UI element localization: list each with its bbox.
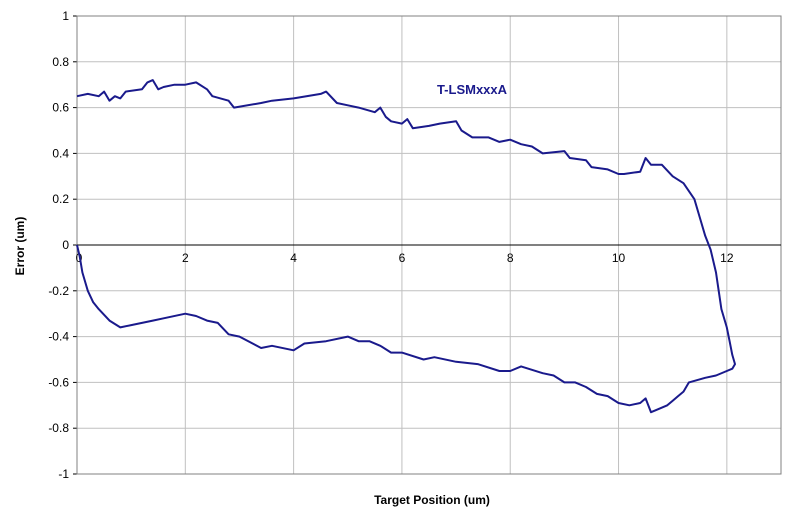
y-tick-label: -0.6: [48, 375, 69, 389]
series-annotation: T-LSMxxxA: [437, 82, 508, 97]
series-lines: [76, 79, 736, 414]
y-tick-label: 0: [62, 238, 69, 252]
x-tick-label: 2: [182, 251, 189, 265]
y-tick-label: 0.2: [52, 192, 69, 206]
y-tick-label: -1: [58, 467, 69, 481]
y-tick-label: 1: [62, 9, 69, 23]
y-tick-label: -0.4: [48, 330, 69, 344]
series-line: [76, 79, 736, 414]
y-tick-label: -0.2: [48, 284, 69, 298]
y-tick-label: -0.8: [48, 421, 69, 435]
y-tick-labels: -1 -0.8 -0.6 -0.4 -0.2 0 0.2 0.4 0.6 0.8 1: [48, 9, 69, 481]
x-axis-title: Target Position (um): [374, 493, 490, 507]
x-tick-label: 10: [612, 251, 626, 265]
y-tick-label: 0.6: [52, 101, 69, 115]
y-axis-title: Error (um): [13, 217, 27, 276]
x-tick-label: 6: [399, 251, 406, 265]
x-tick-label: 4: [290, 251, 297, 265]
x-tick-labels: 0 2 4 6 8 10 12: [76, 251, 734, 265]
y-tick-label: 0.4: [52, 146, 69, 160]
y-tick-label: 0.8: [52, 55, 69, 69]
x-tick-label: 8: [507, 251, 514, 265]
x-tick-label: 12: [720, 251, 734, 265]
